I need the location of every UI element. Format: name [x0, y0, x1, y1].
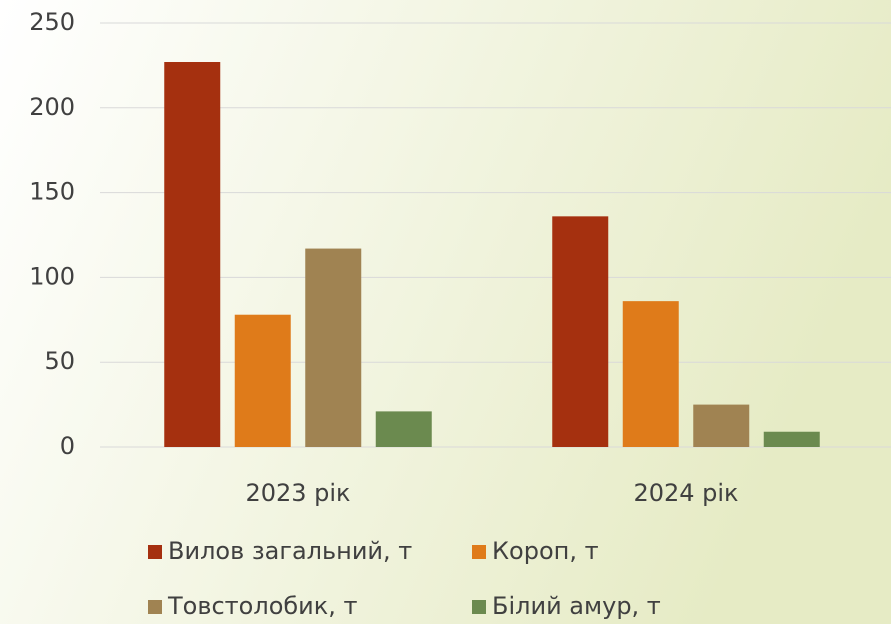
y-tick-label: 150 — [29, 178, 75, 206]
legend-swatch — [472, 600, 486, 614]
bar — [693, 404, 750, 447]
legend-swatch — [472, 545, 486, 559]
x-tick-label: 2024 рік — [633, 479, 738, 507]
bar — [305, 248, 362, 447]
legend-label: Білий амур, т — [492, 592, 661, 620]
legend-swatch — [148, 545, 162, 559]
x-tick-label: 2023 рік — [245, 479, 350, 507]
legend-label: Товстолобик, т — [167, 592, 358, 620]
y-tick-label: 100 — [29, 262, 75, 290]
y-tick-label: 0 — [60, 432, 75, 460]
bar — [763, 431, 820, 447]
bar — [375, 411, 432, 447]
bar — [552, 216, 609, 447]
y-tick-label: 200 — [29, 93, 75, 121]
bar — [164, 62, 221, 448]
legend-label: Вилов загальний, т — [168, 537, 412, 565]
bar — [622, 301, 679, 447]
legend-swatch — [148, 600, 162, 614]
y-tick-label: 250 — [29, 8, 75, 36]
bar — [234, 314, 291, 447]
legend-label: Короп, т — [492, 537, 599, 565]
y-tick-label: 50 — [44, 347, 75, 375]
